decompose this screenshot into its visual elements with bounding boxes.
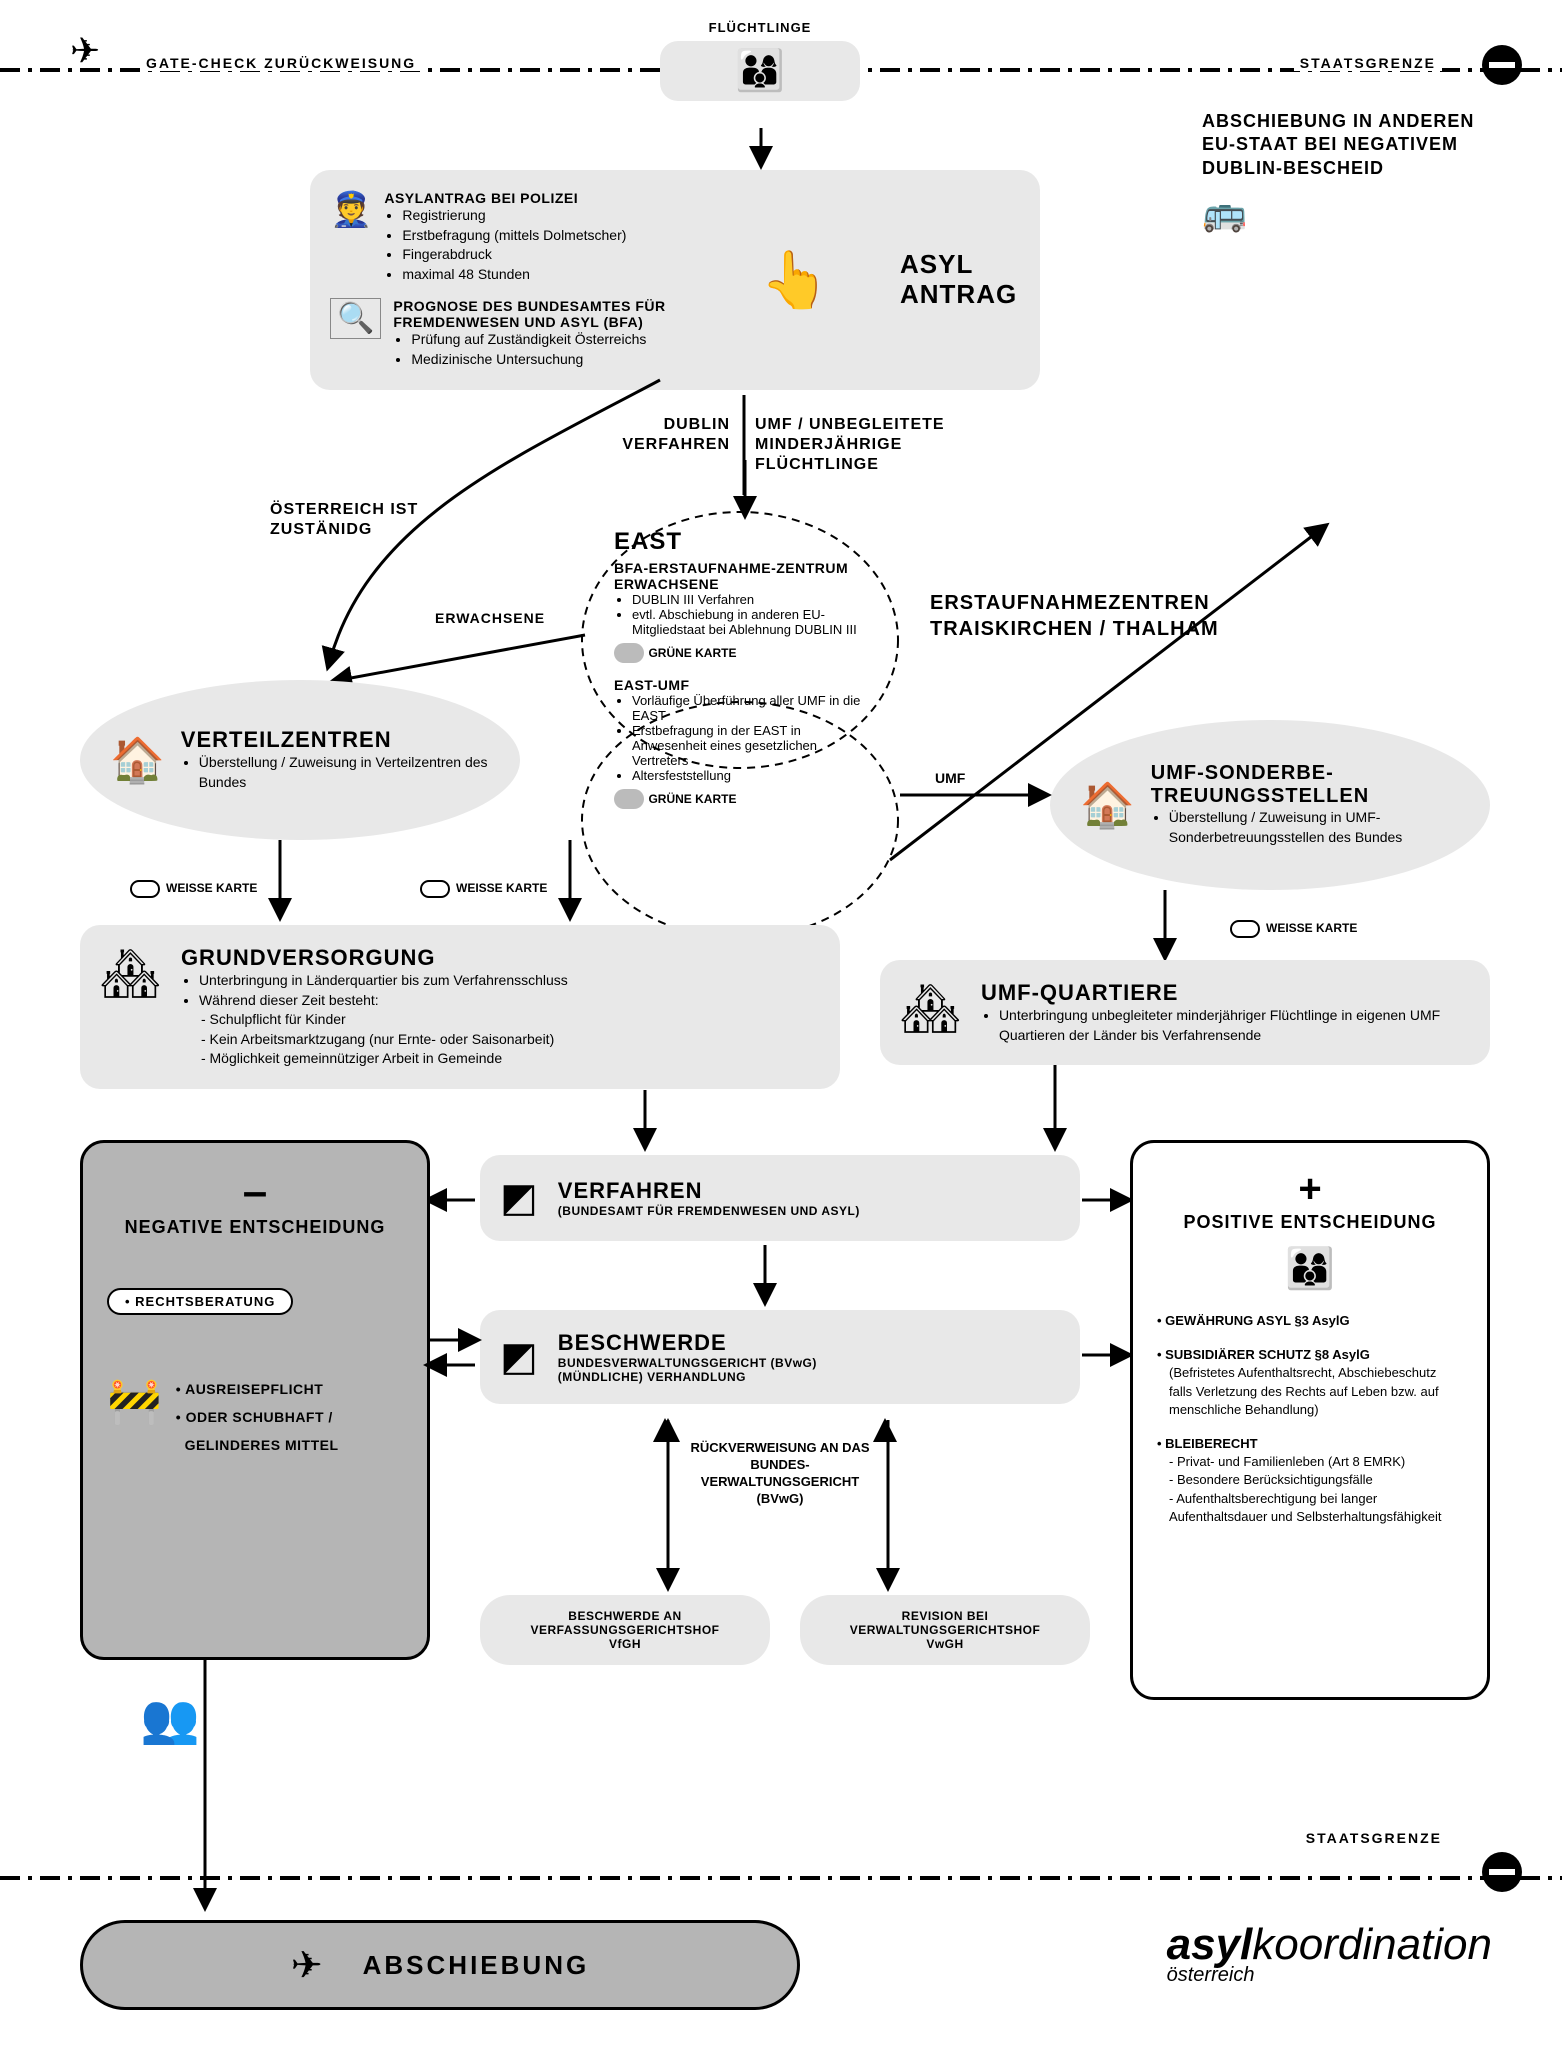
umf-quartiere-box: 🏘 UMF-QUARTIERE Unterbringung unbegleite… bbox=[880, 960, 1490, 1065]
umf-short-label: UMF bbox=[935, 770, 965, 786]
plus-icon: + bbox=[1157, 1167, 1463, 1212]
vfgh-box: BESCHWERDE AN VERFASSUNGSGERICHTSHOF VfG… bbox=[480, 1595, 770, 1665]
weisse-karte-icon-1 bbox=[130, 880, 160, 898]
abschiebung-label: ABSCHIEBUNG bbox=[363, 1950, 590, 1981]
erwachsene-label: ERWACHSENE bbox=[435, 610, 545, 626]
minus-icon: – bbox=[107, 1167, 403, 1217]
grund-title: GRUNDVERSORGUNG bbox=[181, 945, 568, 971]
beschwerde-box: ◩ BESCHWERDE BUNDESVERWALTUNGSGERICHT (B… bbox=[480, 1310, 1080, 1404]
scale-icon-2: ◩ bbox=[500, 1334, 538, 1380]
airplane-icon-2: ✈ bbox=[291, 1943, 323, 1988]
magnifier-icon: 🔍 bbox=[330, 298, 381, 339]
polizei-head: ASYLANTRAG BEI POLIZEI bbox=[384, 190, 626, 206]
weisse-karte-icon-3 bbox=[1230, 920, 1260, 938]
rechtsberatung-pill: • RECHTSBERATUNG bbox=[107, 1288, 293, 1315]
asyl-antrag-title: ASYL ANTRAG bbox=[900, 250, 1020, 310]
verfahren-box: ◩ VERFAHREN (BUNDESAMT FÜR FREMDENWESEN … bbox=[480, 1155, 1080, 1241]
positive-box: + POSITIVE ENTSCHEIDUNG 👨‍👩‍👦 • GEWÄHRUN… bbox=[1130, 1140, 1490, 1700]
negative-title: NEGATIVE ENTSCHEIDUNG bbox=[107, 1217, 403, 1238]
negative-box: – NEGATIVE ENTSCHEIDUNG • RECHTSBERATUNG… bbox=[80, 1140, 430, 1660]
detention-icon: 🚧 bbox=[107, 1375, 162, 1459]
east-title: EAST bbox=[614, 528, 866, 556]
gate-check-label: GATE-CHECK ZURÜCKWEISUNG bbox=[140, 55, 422, 71]
umf-quart-title: UMF-QUARTIERE bbox=[981, 980, 1470, 1006]
east-box: EAST BFA-ERSTAUFNAHME-ZENTRUM ERWACHSENE… bbox=[614, 528, 866, 809]
airplane-icon: ✈ bbox=[70, 30, 100, 72]
gruene-karte-1 bbox=[614, 643, 644, 663]
abschiebung-box: ✈ ABSCHIEBUNG bbox=[80, 1920, 800, 2010]
staatsgrenze-label-bottom: STAATSGRENZE bbox=[1306, 1830, 1442, 1846]
abschiebung-eu-text: ABSCHIEBUNG IN ANDEREN EU-STAAT BEI NEGA… bbox=[1202, 110, 1502, 237]
house-dots-icon-2: 🏘 bbox=[900, 980, 961, 1045]
police-icon: 👮 bbox=[330, 190, 372, 230]
family-icon-2: 👨‍👩‍👦 bbox=[1157, 1245, 1463, 1292]
house-dots-icon: 🏘 bbox=[100, 945, 161, 1069]
umf-sonder-oval: 🏠 UMF-SONDERBE-TREUUNGSSTELLEN Überstell… bbox=[1050, 720, 1490, 890]
family-icon: 👨‍👩‍👦 bbox=[735, 49, 785, 93]
staatsgrenze-label-top: STAATSGRENZE bbox=[1294, 55, 1442, 71]
verteil-title: VERTEILZENTREN bbox=[181, 727, 490, 753]
grundversorgung-box: 🏘 GRUNDVERSORGUNG Unterbringung in Lände… bbox=[80, 925, 840, 1089]
asyl-antrag-box: 👮 ASYLANTRAG BEI POLIZEI Registrierung E… bbox=[310, 170, 1040, 390]
scale-icon: ◩ bbox=[500, 1175, 538, 1221]
escort-icon: 👥 bbox=[140, 1690, 200, 1747]
vwgh-box: REVISION BEI VERWALTUNGSGERICHTSHOF VwGH bbox=[800, 1595, 1090, 1665]
house-person-icon-2: 🏠 bbox=[1080, 779, 1135, 831]
logo: asylkoordination österreich bbox=[1167, 1920, 1492, 1987]
fluechtlinge-box: FLÜCHTLINGE 👨‍👩‍👦 bbox=[660, 20, 860, 101]
no-entry-icon bbox=[1482, 45, 1522, 85]
positive-title: POSITIVE ENTSCHEIDUNG bbox=[1157, 1212, 1463, 1233]
umf-sonder-title: UMF-SONDERBE-TREUUNGSSTELLEN bbox=[1151, 762, 1460, 808]
house-person-icon: 🏠 bbox=[110, 734, 165, 786]
bfa-head: PROGNOSE DES BUNDESAMTES FÜR FREMDENWESE… bbox=[393, 298, 690, 330]
verteilzentren-oval: 🏠 VERTEILZENTREN Überstellung / Zuweisun… bbox=[80, 680, 520, 840]
erstaufnahme-label: ERSTAUFNAHMEZENTREN TRAISKIRCHEN / THALH… bbox=[930, 590, 1350, 642]
fingerprint-icon: 👆 bbox=[760, 247, 830, 313]
no-entry-icon-2 bbox=[1482, 1852, 1522, 1892]
verfahren-title: VERFAHREN bbox=[558, 1178, 860, 1204]
rueckverweisung-label: RÜCKVERWEISUNG AN DAS BUNDES-VERWALTUNGS… bbox=[680, 1440, 880, 1508]
fluechtlinge-label: FLÜCHTLINGE bbox=[660, 20, 860, 35]
beschwerde-title: BESCHWERDE bbox=[558, 1330, 817, 1356]
gruene-karte-2 bbox=[614, 789, 644, 809]
weisse-karte-icon-2 bbox=[420, 880, 450, 898]
